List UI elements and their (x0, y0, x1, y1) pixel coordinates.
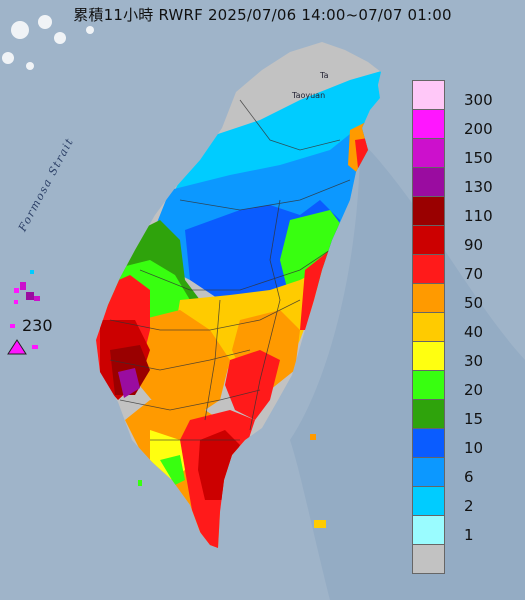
legend-label: 70 (464, 265, 484, 283)
legend-label: 6 (464, 468, 474, 486)
legend-swatch (412, 370, 445, 400)
legend-label: 20 (464, 381, 484, 399)
triangle-marker-icon (7, 339, 27, 355)
legend-swatch (412, 138, 445, 168)
legend-label: 40 (464, 323, 484, 341)
legend-label: 200 (464, 120, 493, 138)
legend-label: 130 (464, 178, 493, 196)
map-title: 累積11小時 RWRF 2025/07/06 14:00~07/07 01:00 (73, 6, 452, 24)
legend-swatch (412, 167, 445, 197)
legend-swatch (412, 254, 445, 284)
legend-swatch (412, 515, 445, 545)
max-value-label: 230 (22, 316, 53, 335)
legend-swatch (412, 283, 445, 313)
legend-swatch (412, 399, 445, 429)
legend-swatch (412, 457, 445, 487)
legend-swatch (412, 544, 445, 574)
legend-swatch (412, 109, 445, 139)
city-label-taipei: Ta (319, 71, 329, 80)
legend-swatch (412, 225, 445, 255)
legend-label: 50 (464, 294, 484, 312)
legend-label: 90 (464, 236, 484, 254)
legend-swatch (412, 341, 445, 371)
legend-label: 150 (464, 149, 493, 167)
city-label-taoyuan: Taoyuan (291, 91, 325, 100)
legend-swatch (412, 80, 445, 110)
legend-label: 15 (464, 410, 484, 428)
legend-swatch (412, 312, 445, 342)
legend-label: 30 (464, 352, 484, 370)
legend-label: 10 (464, 439, 484, 457)
legend-swatch (412, 196, 445, 226)
legend-label: 2 (464, 497, 474, 515)
legend-swatch (412, 428, 445, 458)
legend-label: 300 (464, 91, 493, 109)
legend-label: 110 (464, 207, 493, 225)
legend-swatch (412, 486, 445, 516)
legend-label: 1 (464, 526, 474, 544)
